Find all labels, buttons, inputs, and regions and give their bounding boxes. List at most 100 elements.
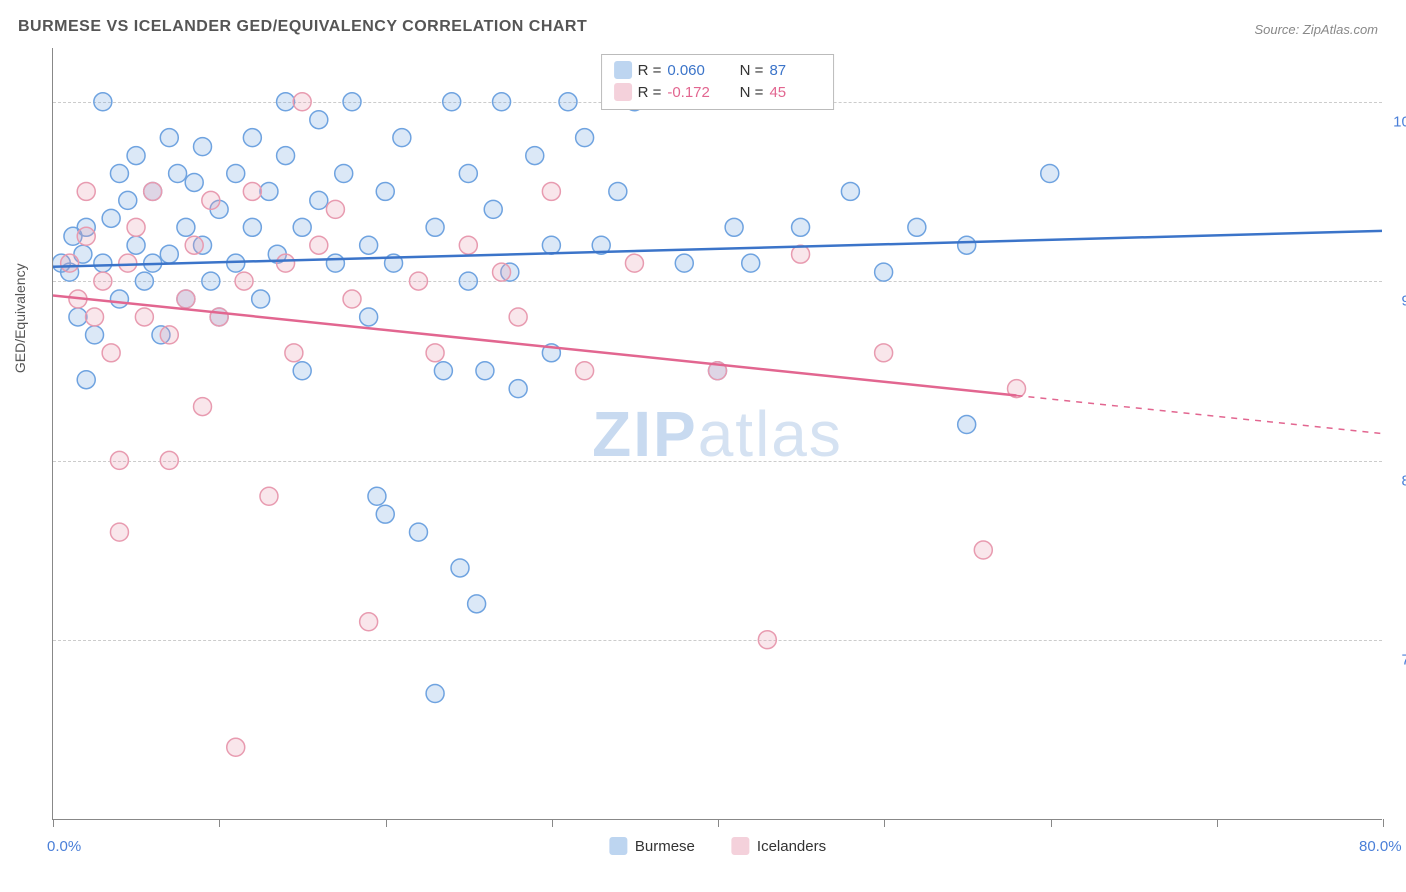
legend-swatch bbox=[614, 83, 632, 101]
data-point bbox=[576, 362, 594, 380]
legend-R-label: R = bbox=[638, 84, 662, 101]
data-point bbox=[160, 129, 178, 147]
scatter-svg bbox=[53, 48, 1382, 819]
trend-line-extrapolated bbox=[1017, 396, 1382, 434]
data-point bbox=[368, 487, 386, 505]
data-point bbox=[409, 523, 427, 541]
data-point bbox=[376, 182, 394, 200]
data-point bbox=[185, 236, 203, 254]
stats-legend: R =0.060 N =87R =-0.172 N =45 bbox=[601, 54, 835, 110]
legend-N-value: 87 bbox=[769, 62, 821, 79]
data-point bbox=[293, 93, 311, 111]
data-point bbox=[326, 200, 344, 218]
data-point bbox=[94, 272, 112, 290]
y-tick-label: 70.0% bbox=[1401, 652, 1406, 669]
x-tick bbox=[219, 819, 220, 827]
data-point bbox=[202, 191, 220, 209]
data-point bbox=[210, 308, 228, 326]
data-point bbox=[135, 272, 153, 290]
data-point bbox=[426, 685, 444, 703]
legend-N-label: N = bbox=[740, 84, 764, 101]
data-point bbox=[260, 487, 278, 505]
source-label: Source: ZipAtlas.com bbox=[1254, 22, 1378, 37]
data-point bbox=[293, 218, 311, 236]
data-point bbox=[160, 326, 178, 344]
data-point bbox=[841, 182, 859, 200]
data-point bbox=[526, 147, 544, 165]
data-point bbox=[102, 344, 120, 362]
data-point bbox=[127, 147, 145, 165]
data-point bbox=[260, 182, 278, 200]
trend-line bbox=[53, 295, 1017, 395]
data-point bbox=[227, 165, 245, 183]
legend-swatch bbox=[609, 837, 627, 855]
data-point bbox=[194, 398, 212, 416]
x-tick-label: 0.0% bbox=[47, 838, 81, 855]
data-point bbox=[102, 209, 120, 227]
legend-N-label: N = bbox=[740, 62, 764, 79]
data-point bbox=[119, 191, 137, 209]
data-point bbox=[277, 93, 295, 111]
data-point bbox=[110, 523, 128, 541]
data-point bbox=[742, 254, 760, 272]
x-tick bbox=[718, 819, 719, 827]
data-point bbox=[875, 344, 893, 362]
data-point bbox=[493, 93, 511, 111]
data-point bbox=[127, 218, 145, 236]
x-tick bbox=[53, 819, 54, 827]
data-point bbox=[609, 182, 627, 200]
data-point bbox=[69, 308, 87, 326]
data-point bbox=[86, 308, 104, 326]
data-point bbox=[160, 245, 178, 263]
data-point bbox=[285, 344, 303, 362]
x-tick bbox=[386, 819, 387, 827]
data-point bbox=[61, 254, 79, 272]
x-tick bbox=[884, 819, 885, 827]
data-point bbox=[443, 93, 461, 111]
data-point bbox=[110, 451, 128, 469]
legend-N-value: 45 bbox=[769, 84, 821, 101]
data-point bbox=[958, 236, 976, 254]
series-legend-item: Burmese bbox=[609, 837, 695, 855]
data-point bbox=[310, 191, 328, 209]
data-point bbox=[243, 218, 261, 236]
data-point bbox=[94, 93, 112, 111]
y-axis-title: GED/Equivalency bbox=[12, 263, 28, 373]
data-point bbox=[326, 254, 344, 272]
data-point bbox=[908, 218, 926, 236]
series-name: Icelanders bbox=[757, 838, 826, 855]
data-point bbox=[875, 263, 893, 281]
x-tick bbox=[1051, 819, 1052, 827]
data-point bbox=[293, 362, 311, 380]
data-point bbox=[725, 218, 743, 236]
data-point bbox=[160, 451, 178, 469]
data-point bbox=[177, 290, 195, 308]
data-point bbox=[459, 272, 477, 290]
y-tick-label: 100.0% bbox=[1393, 113, 1406, 130]
data-point bbox=[243, 182, 261, 200]
data-point bbox=[576, 129, 594, 147]
data-point bbox=[360, 308, 378, 326]
data-point bbox=[792, 218, 810, 236]
data-point bbox=[77, 227, 95, 245]
x-tick bbox=[552, 819, 553, 827]
data-point bbox=[393, 129, 411, 147]
data-point bbox=[185, 173, 203, 191]
data-point bbox=[484, 200, 502, 218]
data-point bbox=[252, 290, 270, 308]
data-point bbox=[235, 272, 253, 290]
data-point bbox=[135, 308, 153, 326]
data-point bbox=[509, 380, 527, 398]
data-point bbox=[974, 541, 992, 559]
data-point bbox=[758, 631, 776, 649]
data-point bbox=[625, 254, 643, 272]
data-point bbox=[310, 111, 328, 129]
data-point bbox=[468, 595, 486, 613]
data-point bbox=[958, 416, 976, 434]
chart-title: BURMESE VS ICELANDER GED/EQUIVALENCY COR… bbox=[18, 18, 587, 36]
y-tick-label: 80.0% bbox=[1401, 472, 1406, 489]
data-point bbox=[360, 613, 378, 631]
data-point bbox=[194, 138, 212, 156]
data-point bbox=[426, 344, 444, 362]
legend-R-label: R = bbox=[638, 62, 662, 79]
